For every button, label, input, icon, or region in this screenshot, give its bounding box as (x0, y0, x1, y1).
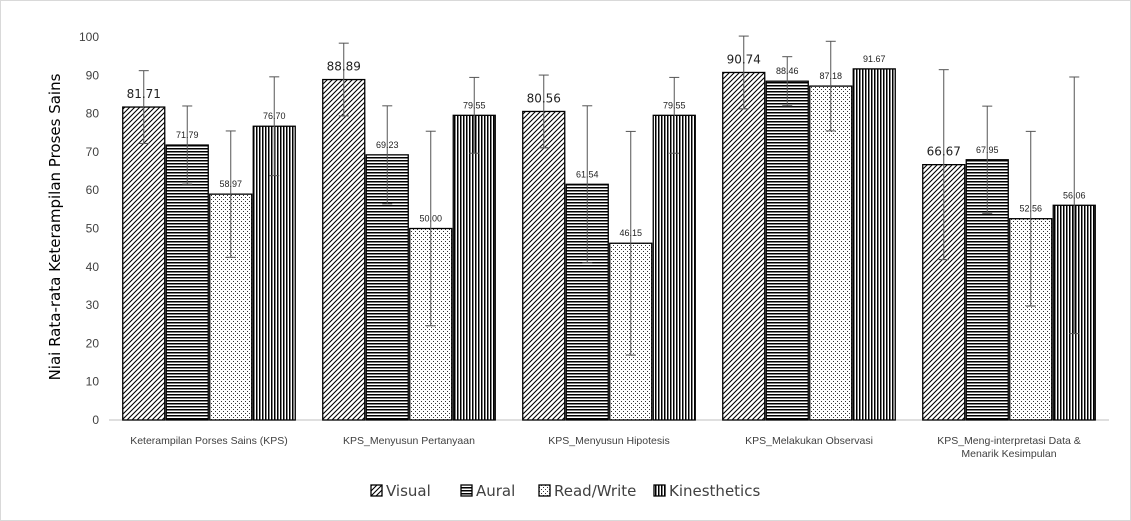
bar-series (122, 68, 1096, 421)
y-tick-label: 0 (92, 413, 99, 427)
y-tick-label: 40 (86, 260, 100, 274)
bar-visual (522, 110, 566, 421)
y-axis-ticks: 0 10 20 30 40 50 60 70 80 90 100 (79, 30, 99, 427)
error-bar (582, 105, 593, 264)
error-bar (669, 76, 680, 154)
bar-visual (322, 78, 366, 421)
data-label: 61.54 (576, 169, 599, 179)
error-bar (938, 69, 949, 261)
error-bar (625, 130, 636, 356)
legend-swatch (460, 484, 473, 497)
data-label: 80.56 (527, 91, 561, 105)
legend-swatch (370, 484, 383, 497)
bar-aural (165, 144, 209, 421)
data-label: 88.46 (776, 66, 799, 76)
legend-swatch (538, 484, 551, 497)
y-axis-title: Niai Rata-rata Keterampilan Proses Sains (46, 73, 64, 380)
data-label: 50.00 (419, 214, 442, 224)
bar-kinesthetics (652, 114, 696, 421)
data-label: 67.95 (976, 145, 999, 155)
bar-visual (122, 106, 166, 421)
error-bar (982, 105, 993, 214)
legend-item: Read/Write (538, 482, 636, 500)
data-label: 76.70 (263, 111, 286, 121)
error-bar (469, 76, 480, 154)
y-tick-label: 100 (79, 30, 99, 44)
legend-item: Aural (460, 482, 515, 500)
data-label: 79.55 (663, 100, 686, 110)
error-bar (382, 105, 393, 205)
error-bar (1069, 76, 1080, 335)
data-label: 56.06 (1063, 190, 1086, 200)
bar-readwrite (809, 85, 853, 421)
bar-kinesthetics (852, 68, 896, 421)
category-label: Keterampilan Porses Sains (KPS) (130, 435, 288, 447)
data-label: 87.18 (819, 71, 842, 81)
data-label: 81.71 (127, 87, 161, 101)
legend-item: Visual (370, 482, 431, 500)
bar-aural (765, 80, 809, 421)
error-bar (738, 35, 749, 110)
error-bar (425, 130, 436, 327)
error-bar (269, 76, 280, 177)
data-label: 58.97 (219, 179, 242, 189)
bar-kinesthetics (452, 114, 496, 421)
legend: Visual Aural Read/Write Kinesthetics (370, 482, 760, 500)
data-label: 52.56 (1019, 204, 1042, 214)
category-label: KPS_Melakukan Observasi (745, 435, 873, 447)
category-labels: Keterampilan Porses Sains (KPS) KPS_Menyu… (130, 435, 1081, 460)
data-label: 79.55 (463, 100, 486, 110)
bar-visual (722, 71, 766, 421)
error-bar (225, 130, 236, 258)
y-tick-label: 20 (86, 336, 100, 350)
y-tick-label: 60 (86, 183, 100, 197)
error-bar (825, 40, 836, 132)
category-label: KPS_Menyusun Pertanyaan (343, 435, 475, 447)
y-tick-label: 10 (86, 375, 100, 389)
error-bar (782, 56, 793, 107)
y-tick-label: 80 (86, 107, 100, 121)
legend-label: Kinesthetics (669, 482, 760, 500)
data-label: 91.67 (863, 54, 886, 64)
legend-label: Visual (386, 482, 431, 500)
error-bar (1025, 130, 1036, 307)
data-label: 90.74 (727, 52, 761, 66)
data-labels: 81.71 71.79 58.97 76.70 88.89 69.23 50.00 79.55… (127, 52, 1086, 238)
legend-label: Read/Write (554, 482, 636, 500)
category-label: KPS_Meng-interpretasi Data & (937, 435, 1081, 447)
error-bar (338, 42, 349, 117)
error-bar (538, 74, 549, 149)
category-label: KPS_Menyusun Hipotesis (548, 435, 669, 447)
y-tick-label: 70 (86, 145, 100, 159)
y-tick-label: 30 (86, 298, 100, 312)
y-tick-label: 50 (86, 222, 100, 236)
error-bar (138, 70, 149, 144)
y-tick-label: 90 (86, 68, 100, 82)
error-bar (182, 105, 193, 185)
data-label: 69.23 (376, 140, 399, 150)
data-label: 66.67 (927, 145, 961, 159)
data-label: 71.79 (176, 130, 199, 140)
category-label: Menarik Kesimpulan (961, 448, 1056, 460)
legend-item: Kinesthetics (653, 482, 760, 500)
data-label: 88.89 (327, 60, 361, 74)
legend-label: Aural (476, 482, 515, 500)
error-bars (138, 35, 1080, 356)
data-label: 46.15 (619, 228, 642, 238)
legend-swatch (653, 484, 666, 497)
